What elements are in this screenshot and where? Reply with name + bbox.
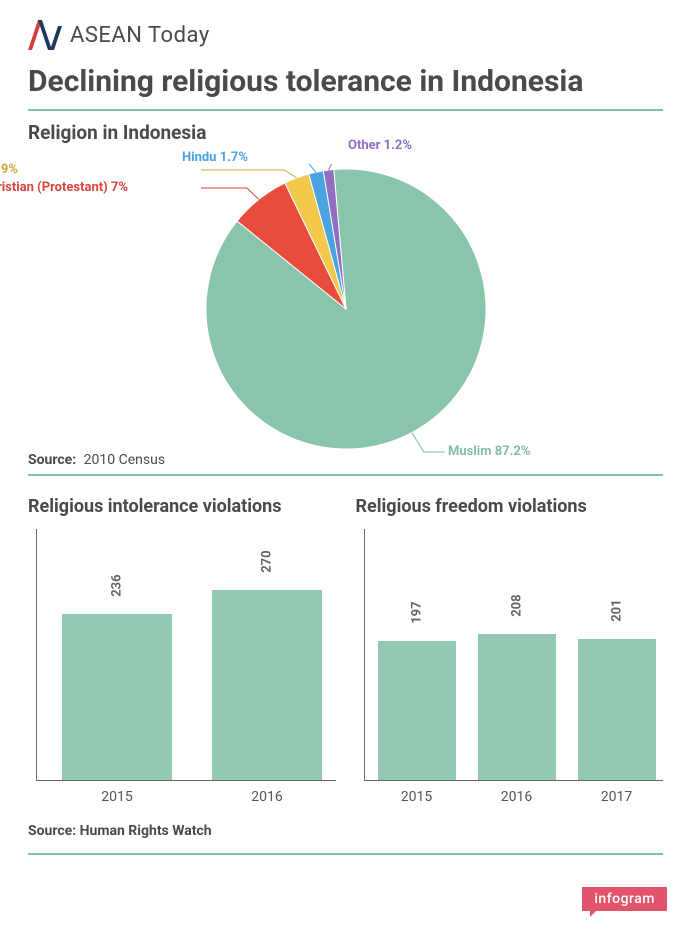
divider bbox=[28, 853, 663, 855]
bar-value: 236 bbox=[110, 574, 125, 596]
pie-leader bbox=[201, 188, 259, 199]
bar-value: 208 bbox=[509, 594, 524, 616]
bar-category: 2017 bbox=[578, 789, 656, 805]
bar-value: 197 bbox=[409, 602, 424, 624]
divider bbox=[28, 474, 663, 476]
pie-chart: Source: 2010 Census Muslim 87.2%Christia… bbox=[28, 144, 663, 474]
brand-logo: ASEAN Today bbox=[28, 20, 663, 50]
axis-x bbox=[36, 780, 336, 781]
bar: 270 bbox=[212, 590, 322, 780]
infogram-badge[interactable]: infogram bbox=[582, 887, 667, 911]
bar-area: 236 2015 270 2016 bbox=[28, 529, 336, 809]
pie-leader bbox=[252, 164, 315, 172]
infogram-label: infogram bbox=[582, 887, 667, 911]
bars-source: Source: Human Rights Watch bbox=[28, 823, 663, 839]
pie-title: Religion in Indonesia bbox=[28, 121, 663, 144]
bar: 208 bbox=[478, 634, 556, 780]
pie-source-label: Source: bbox=[28, 452, 76, 468]
bar-category: 2016 bbox=[478, 789, 556, 805]
bar: 201 bbox=[578, 639, 656, 780]
bar: 236 bbox=[62, 614, 172, 780]
bar-value: 270 bbox=[260, 551, 275, 573]
bar-title: Religious intolerance violations bbox=[28, 496, 336, 517]
bar-panel-intolerance: Religious intolerance violations 236 2015… bbox=[28, 486, 336, 809]
logo-mark-icon bbox=[28, 20, 62, 50]
pie-slice-label: Hindu 1.7% bbox=[182, 150, 248, 165]
page-title: Declining religious tolerance in Indones… bbox=[28, 64, 663, 99]
bar-category: 2015 bbox=[62, 789, 172, 805]
axis-x bbox=[364, 780, 664, 781]
pie-svg bbox=[201, 164, 491, 454]
divider bbox=[28, 109, 663, 111]
pie-slice-label: Other 1.2% bbox=[348, 138, 412, 153]
bar: 197 bbox=[378, 641, 456, 780]
axis-y bbox=[36, 529, 37, 781]
pie-leader bbox=[201, 170, 297, 178]
axis-y bbox=[364, 529, 365, 781]
bar-area: 197 2015 208 2016 201 2017 bbox=[356, 529, 664, 809]
bar-value: 201 bbox=[609, 599, 624, 621]
pie-slice-label: Christian (Roman Catholic) 2.9% bbox=[0, 162, 18, 177]
brand-name: ASEAN Today bbox=[70, 23, 210, 48]
bar-charts-row: Religious intolerance violations 236 2015… bbox=[28, 486, 663, 809]
pie-leader bbox=[411, 433, 444, 452]
pie-slice-label: Christian (Protestant) 7% bbox=[0, 180, 128, 195]
pie-source-value: 2010 Census bbox=[84, 452, 165, 468]
bar-panel-freedom: Religious freedom violations 197 2015 208 2… bbox=[356, 486, 664, 809]
bar-title: Religious freedom violations bbox=[356, 496, 664, 517]
pie-source: Source: 2010 Census bbox=[28, 452, 165, 468]
pie-slice-label: Muslim 87.2% bbox=[448, 444, 530, 459]
bar-category: 2016 bbox=[212, 789, 322, 805]
bar-category: 2015 bbox=[378, 789, 456, 805]
